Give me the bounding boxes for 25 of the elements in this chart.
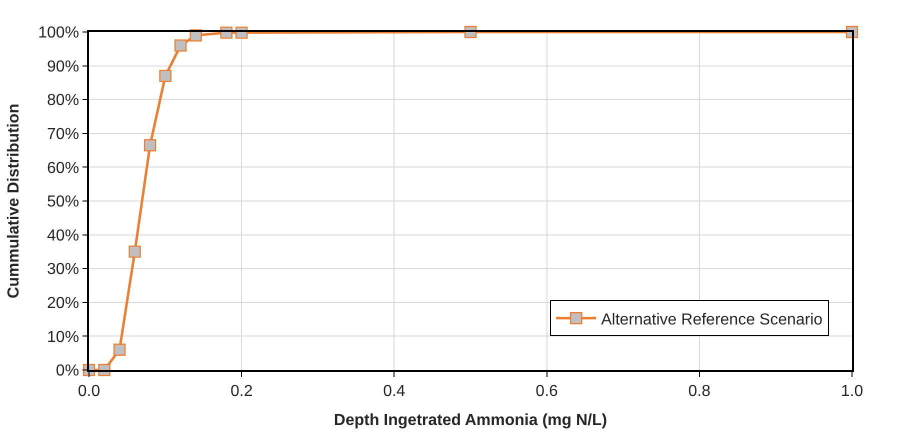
y-tick-label: 10% [47,328,80,346]
y-tick-label: 20% [47,295,80,312]
y-tick-label: 30% [47,261,80,278]
x-tick-label: 0.0 [78,382,100,400]
y-tick-label: 70% [47,126,80,143]
point [159,70,172,82]
x-tick-label: 0.8 [688,382,711,400]
point [174,39,187,52]
point [128,246,141,258]
point [144,139,156,152]
x-axis-title: Depth Ingetrated Ammonia (mg N/L) [334,412,608,430]
x-tick-label: 0.2 [230,382,253,400]
y-tick-label: 80% [47,92,80,110]
y-tick-label: 40% [47,227,80,244]
point [113,344,126,356]
legend-label: Alternative Reference Scenario [601,311,823,328]
y-tick-label: 100% [38,24,80,42]
y-tick-label: 60% [47,160,80,177]
x-tick-label: 0.4 [383,382,406,400]
y-tick-label: 90% [47,58,80,76]
y-tick-label: 0% [56,362,80,380]
x-tick-label: 1.0 [840,382,864,400]
y-axis-title: Cummulative Distribution [6,104,23,298]
x-tick-label: 0.6 [536,382,558,400]
y-tick-label: 50% [47,194,80,211]
